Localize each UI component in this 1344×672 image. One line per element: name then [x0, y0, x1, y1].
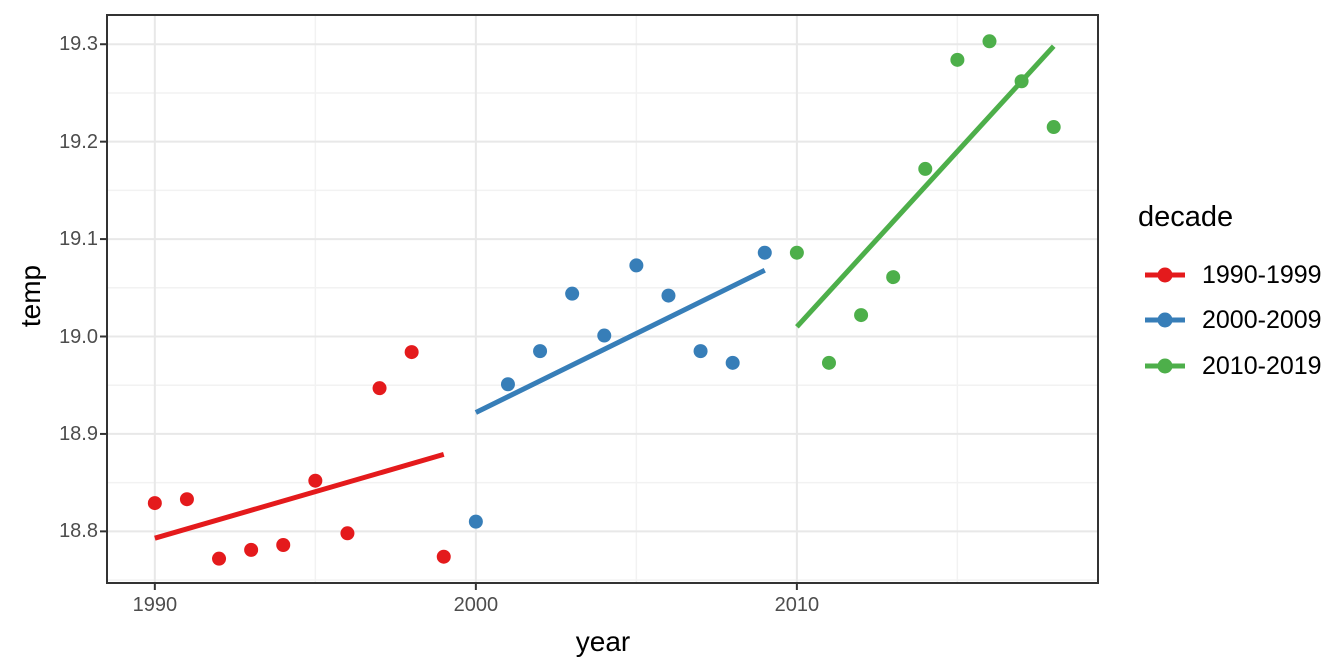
legend-item-2000-2009: 2000-2009	[1145, 305, 1322, 335]
panel-background	[107, 15, 1098, 583]
panel-border	[106, 14, 1099, 584]
trend-line-1990-1999	[154, 451, 445, 541]
data-point-1990-1999	[212, 551, 227, 566]
data-point-1990-1999	[308, 473, 323, 488]
data-point-2000-2009	[533, 344, 548, 359]
data-point-2010-2019	[821, 355, 836, 370]
y-tick-label: 19.2	[59, 130, 98, 153]
legend-item-label: 1990-1999	[1202, 261, 1322, 289]
data-point-1990-1999	[276, 538, 291, 553]
data-point-2010-2019	[886, 270, 901, 285]
data-point-1990-1999	[244, 542, 259, 557]
data-point-2000-2009	[757, 245, 772, 260]
y-tick-label: 19.0	[59, 325, 98, 348]
trend-line-2010-2019	[795, 44, 1056, 329]
data-point-2000-2009	[725, 355, 740, 370]
legend-key-icon	[1145, 267, 1185, 283]
data-point-2000-2009	[661, 288, 676, 303]
x-axis-title: year	[575, 626, 631, 657]
legend-item-label: 2000-2009	[1202, 306, 1322, 334]
legend-key-dot	[1157, 312, 1173, 328]
data-point-1990-1999	[404, 345, 419, 360]
data-point-2010-2019	[1046, 120, 1061, 135]
data-point-2010-2019	[918, 161, 933, 176]
y-tick-label: 18.9	[59, 422, 98, 445]
data-point-2010-2019	[950, 52, 965, 67]
data-point-2010-2019	[854, 308, 869, 323]
legend-key-icon	[1145, 312, 1185, 328]
data-point-2010-2019	[982, 34, 997, 49]
y-tick-label: 18.8	[59, 520, 98, 543]
legend-item-2010-2019: 2010-2019	[1145, 351, 1322, 381]
legend-item-label: 2010-2019	[1202, 352, 1322, 380]
y-tick-label: 19.1	[59, 228, 98, 251]
y-tick-label: 19.3	[59, 33, 98, 56]
trend-line-2000-2009	[474, 268, 766, 415]
legend-key-dot	[1157, 267, 1173, 283]
data-point-2000-2009	[693, 344, 708, 359]
x-tick-label: 1990	[132, 594, 178, 616]
data-point-2000-2009	[500, 377, 515, 392]
data-point-2010-2019	[789, 245, 804, 260]
data-point-1990-1999	[436, 549, 451, 564]
legend-key-dot	[1157, 358, 1173, 374]
legend-item-1990-1999: 1990-1999	[1145, 260, 1322, 290]
x-tick-label: 2000	[453, 594, 499, 616]
data-point-2000-2009	[629, 258, 644, 273]
data-point-2000-2009	[468, 514, 483, 529]
data-point-1990-1999	[372, 381, 387, 396]
x-tick-label: 2010	[774, 594, 820, 616]
legend-title: decade	[1138, 201, 1234, 233]
data-point-1990-1999	[340, 526, 355, 541]
data-point-1990-1999	[179, 492, 194, 507]
legend-key-icon	[1145, 358, 1185, 374]
data-point-1990-1999	[147, 496, 162, 511]
data-point-2000-2009	[597, 328, 612, 343]
data-point-2000-2009	[565, 286, 580, 301]
